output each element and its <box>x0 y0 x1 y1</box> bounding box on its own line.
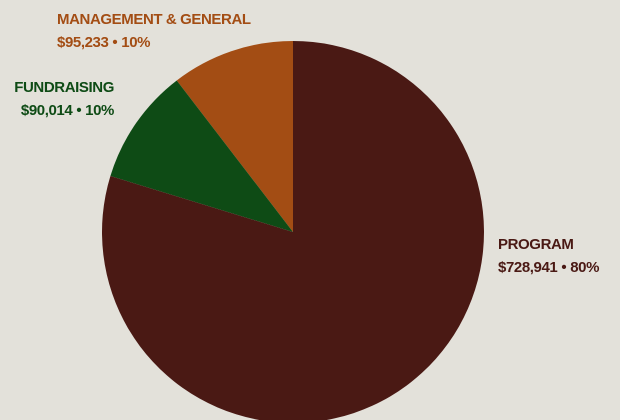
label-program-percent: 80% <box>570 259 600 276</box>
label-program-amount: $728,941 <box>498 259 558 276</box>
label-management-general: MANAGEMENT & GENERAL $95,233 • 10% <box>57 8 251 54</box>
label-program-separator: • <box>561 259 567 276</box>
label-fundraising-value: $90,014 • 10% <box>14 99 115 122</box>
label-program: PROGRAM $728,941 • 80% <box>498 233 599 279</box>
label-fundraising: FUNDRAISING $90,014 • 10% <box>14 76 114 122</box>
label-management-general-amount: $95,233 <box>57 34 109 51</box>
label-program-value: $728,941 • 80% <box>498 256 599 279</box>
label-fundraising-amount: $90,014 <box>20 102 73 119</box>
label-management-general-separator: • <box>112 34 118 51</box>
pie-slice-fundraising <box>110 80 294 232</box>
label-fundraising-name: FUNDRAISING <box>14 79 114 96</box>
label-management-general-value: $95,233 • 10% <box>57 31 251 54</box>
label-fundraising-separator: • <box>76 102 82 119</box>
pie-slice-program <box>102 41 484 420</box>
label-management-general-percent: 10% <box>121 34 151 51</box>
pie-slice-management-general <box>176 41 293 232</box>
label-management-general-name: MANAGEMENT & GENERAL <box>57 11 251 28</box>
label-fundraising-percent: 10% <box>85 102 114 119</box>
label-program-name: PROGRAM <box>498 236 574 253</box>
